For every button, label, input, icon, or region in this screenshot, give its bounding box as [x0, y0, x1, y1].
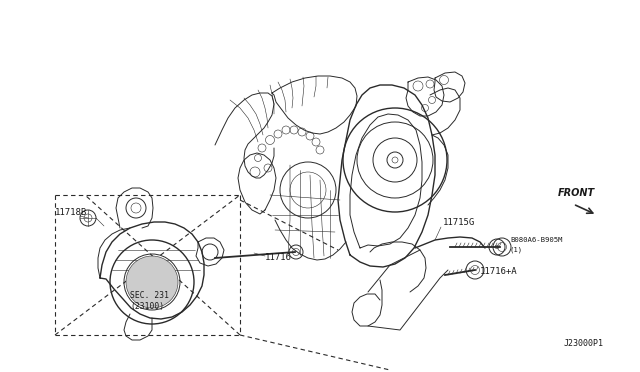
Text: B080A6-B905M: B080A6-B905M [510, 237, 563, 243]
Text: 11718B: 11718B [55, 208, 87, 217]
Circle shape [126, 256, 178, 308]
Text: B: B [495, 244, 499, 250]
Text: J23000P1: J23000P1 [564, 340, 604, 349]
Text: 11716: 11716 [265, 253, 292, 263]
Text: (23100): (23100) [130, 301, 164, 311]
Text: FRONT: FRONT [558, 188, 595, 198]
Text: (1): (1) [510, 247, 523, 253]
Text: 11716+A: 11716+A [480, 267, 518, 276]
Text: SEC. 231: SEC. 231 [130, 291, 169, 299]
Text: 11715G: 11715G [443, 218, 476, 227]
